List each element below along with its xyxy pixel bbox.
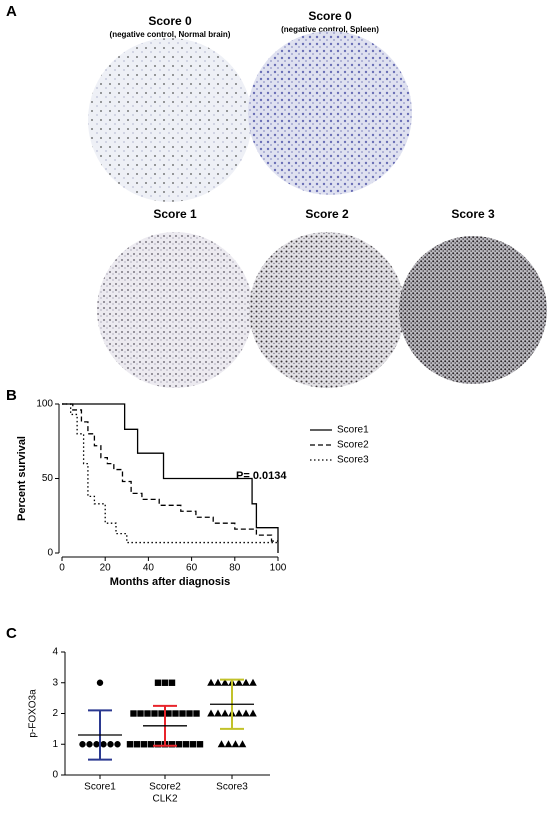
x-tick-label: 60: [186, 563, 198, 574]
data-point: [154, 679, 162, 686]
y-tick-label: 2: [52, 708, 58, 719]
data-point: [214, 709, 222, 717]
x-tick-label: 100: [270, 563, 287, 574]
data-point: [147, 741, 155, 748]
survival-curve: [62, 403, 278, 542]
y-tick-label: 1: [52, 739, 58, 750]
data-point: [242, 709, 250, 717]
data-point: [144, 710, 151, 717]
annotation: P= 0.0134: [236, 470, 287, 482]
x-tick-label: Score1: [84, 782, 116, 793]
data-point: [224, 740, 233, 748]
image-title: Score 1: [153, 207, 197, 221]
data-point: [165, 710, 172, 717]
data-point: [235, 678, 243, 686]
y-tick-label: 100: [36, 399, 53, 410]
data-point: [172, 710, 179, 717]
data-point: [168, 679, 176, 686]
image-title: Score 3: [451, 207, 495, 221]
data-point: [179, 710, 186, 717]
image-subtitle: (negative control, Spleen): [281, 25, 379, 34]
x-axis-label: Months after diagnosis: [110, 576, 230, 588]
data-point: [126, 741, 134, 748]
tissue-core: [248, 31, 412, 195]
x-tick-label: 20: [100, 563, 112, 574]
data-point: [182, 741, 190, 748]
x-tick-label: Score2: [149, 782, 181, 793]
y-tick-label: 4: [52, 647, 58, 658]
data-point: [93, 741, 100, 748]
y-axis-label: p-FOXO3a: [28, 689, 39, 738]
data-point: [207, 678, 215, 686]
data-point: [186, 710, 193, 717]
x-tick-label: Score3: [216, 782, 248, 793]
tissue-core: [399, 236, 547, 384]
data-point: [107, 741, 114, 748]
data-point: [140, 741, 148, 748]
y-tick-label: 0: [52, 770, 58, 781]
x-tick-label: 40: [143, 563, 155, 574]
legend-label: Score2: [337, 440, 369, 451]
data-point: [175, 741, 183, 748]
data-point: [217, 740, 226, 748]
tissue-core: [88, 38, 252, 202]
x-axis-label: CLK2: [152, 794, 177, 805]
panel-label: C: [6, 625, 17, 642]
survival-curve: [62, 403, 279, 553]
y-tick-label: 50: [42, 473, 54, 484]
data-point: [214, 678, 222, 686]
data-point: [249, 678, 257, 686]
data-point: [96, 679, 104, 686]
data-point: [100, 741, 107, 748]
data-point: [137, 710, 144, 717]
data-point: [221, 709, 229, 717]
y-tick-label: 0: [47, 548, 53, 559]
data-point: [196, 741, 204, 748]
data-point: [79, 741, 86, 748]
data-point: [249, 709, 257, 717]
panel-label: A: [6, 3, 17, 20]
image-title: Score 2: [305, 207, 349, 221]
data-point: [130, 710, 137, 717]
data-point: [114, 741, 121, 748]
data-point: [158, 710, 165, 717]
data-point: [231, 740, 240, 748]
panel-label: B: [6, 387, 17, 404]
survival-curve: [62, 403, 278, 544]
tissue-core: [97, 232, 253, 388]
tissue-core: [249, 232, 405, 388]
image-title: Score 0: [308, 9, 352, 23]
data-point: [161, 679, 169, 686]
data-point: [133, 741, 141, 748]
data-point: [151, 710, 158, 717]
data-point: [238, 740, 247, 748]
x-tick-label: 80: [229, 563, 241, 574]
data-point: [86, 741, 93, 748]
y-tick-label: 3: [52, 677, 58, 688]
y-axis-label: Percent survival: [16, 436, 28, 521]
data-point: [242, 678, 250, 686]
data-point: [207, 709, 215, 717]
panel-a: A Score 0 (negative control, Normal brai…: [6, 3, 547, 388]
data-point: [235, 709, 243, 717]
data-point: [193, 710, 200, 717]
legend-label: Score3: [337, 455, 369, 466]
legend-label: Score1: [337, 425, 369, 436]
image-subtitle: (negative control, Normal brain): [110, 30, 231, 39]
data-point: [168, 741, 176, 748]
data-point: [189, 741, 197, 748]
image-title: Score 0: [148, 14, 192, 28]
x-tick-label: 0: [59, 563, 65, 574]
data-point: [221, 678, 229, 686]
data-point: [154, 741, 162, 748]
